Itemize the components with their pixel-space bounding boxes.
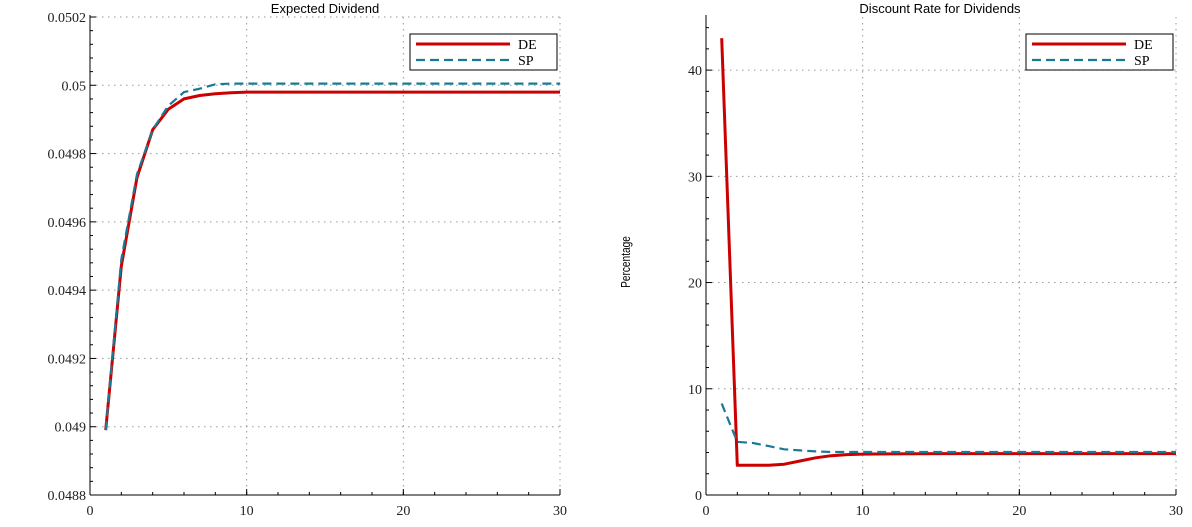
legend-label-sp: SP	[518, 54, 534, 69]
y-axis-label: Percentage	[619, 236, 633, 288]
y-tick-label: 0.05	[62, 79, 87, 94]
series-line-sp	[104, 82, 560, 431]
x-tick-label: 0	[703, 504, 710, 519]
y-tick-label: 0.0502	[48, 11, 87, 26]
y-tick-label: 0.0488	[48, 489, 87, 504]
y-tick-label: 0.0496	[48, 216, 87, 231]
y-tick-label: 0	[695, 489, 702, 504]
y-tick-label: 0.049	[55, 421, 87, 436]
series-line-de	[720, 38, 1176, 467]
y-tick-label: 0.0494	[48, 284, 87, 299]
legend-label-sp: SP	[1134, 54, 1150, 69]
legend-box	[1025, 33, 1174, 71]
legend-label-de: DE	[518, 38, 537, 53]
x-tick-label: 30	[553, 504, 567, 519]
chart-panel-2: Discount Rate for Dividends 0 10 20 30 40 0 10 2…	[619, 1, 1183, 519]
x-tick-label: 30	[1169, 504, 1183, 519]
chart-panel-1: Expected Dividend 0.0488 0.049 0.0492 0.0494…	[48, 1, 568, 519]
y-tick-label: 40	[688, 64, 702, 79]
chart-title: Discount Rate for Dividends	[859, 1, 1021, 16]
series-line-sp	[720, 403, 1176, 454]
chart-title: Expected Dividend	[271, 1, 379, 16]
y-tick-label: 20	[688, 277, 702, 292]
x-tick-label: 10	[856, 504, 870, 519]
x-tick-label: 10	[240, 504, 254, 519]
x-tick-label: 0	[87, 504, 94, 519]
y-tick-label: 30	[688, 170, 702, 185]
legend-box	[409, 33, 558, 71]
y-tick-label: 0.0492	[48, 352, 87, 367]
y-tick-label: 0.0498	[48, 148, 87, 163]
series-line-de	[104, 90, 560, 431]
legend-label-de: DE	[1134, 38, 1153, 53]
y-tick-label: 10	[688, 383, 702, 398]
x-tick-label: 20	[1012, 504, 1026, 519]
x-tick-label: 20	[396, 504, 410, 519]
